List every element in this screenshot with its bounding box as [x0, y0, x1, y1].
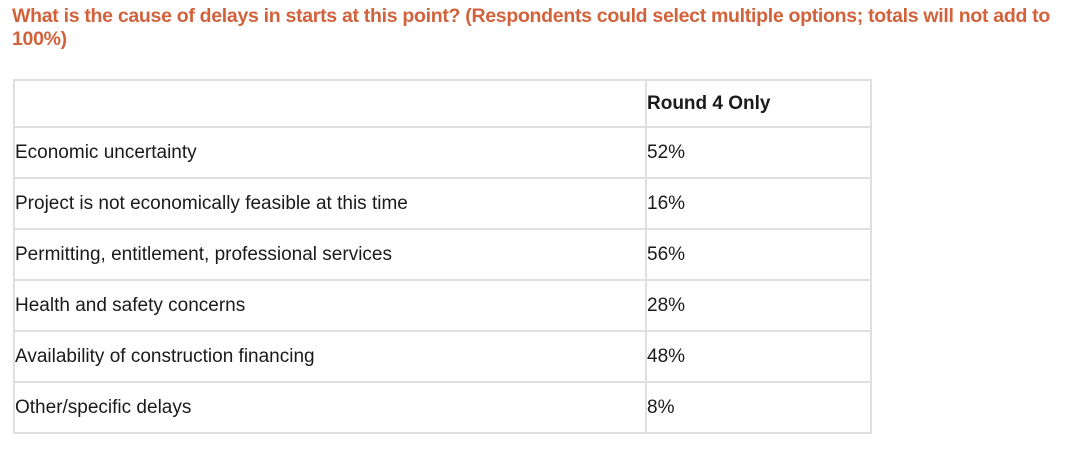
page-title: What is the cause of delays in starts at…: [12, 5, 1050, 50]
row-label-health-safety: Health and safety concerns: [13, 279, 647, 332]
round-4-only-column-header: Round 4 Only: [645, 79, 872, 128]
table-header-row: Round 4 Only: [13, 79, 872, 128]
table-row: Project is not economically feasible at …: [13, 177, 872, 230]
row-label-construction-financing: Availability of construction financing: [13, 330, 647, 383]
row-value-health-safety: 28%: [645, 279, 872, 332]
row-label-economic-uncertainty: Economic uncertainty: [13, 126, 647, 179]
row-value-economic-uncertainty: 52%: [645, 126, 872, 179]
table-row: Other/specific delays 8%: [13, 381, 872, 434]
row-value-permitting-entitlement: 56%: [645, 228, 872, 281]
row-value-construction-financing: 48%: [645, 330, 872, 383]
table-row: Economic uncertainty 52%: [13, 126, 872, 179]
table-row: Permitting, entitlement, professional se…: [13, 228, 872, 281]
survey-results-table: Round 4 Only Economic uncertainty 52% Pr…: [13, 79, 872, 434]
row-value-not-economically-feasible: 16%: [645, 177, 872, 230]
row-value-other-specific-delays: 8%: [645, 381, 872, 434]
row-label-other-specific-delays: Other/specific delays: [13, 381, 647, 434]
row-label-not-economically-feasible: Project is not economically feasible at …: [13, 177, 647, 230]
table-row: Availability of construction financing 4…: [13, 330, 872, 383]
table-row: Health and safety concerns 28%: [13, 279, 872, 332]
empty-header-cell: [13, 79, 647, 128]
row-label-permitting-entitlement: Permitting, entitlement, professional se…: [13, 228, 647, 281]
